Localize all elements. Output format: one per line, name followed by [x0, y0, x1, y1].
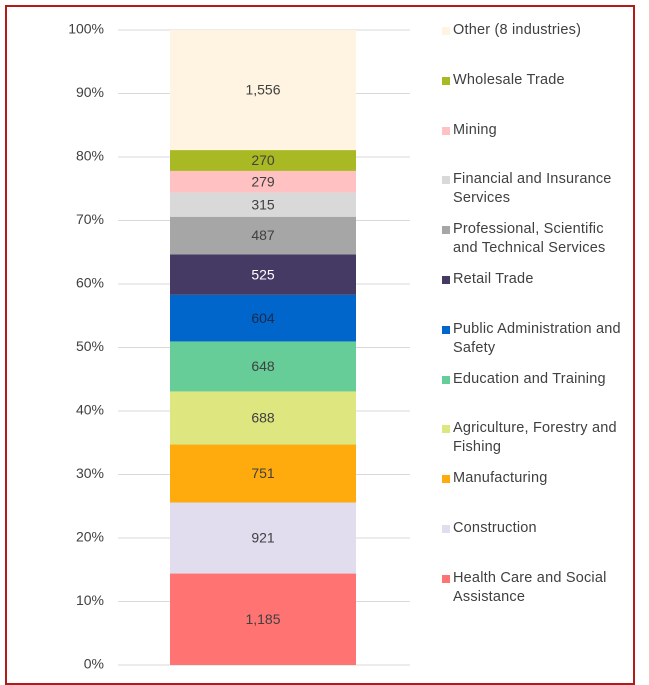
bar-segment — [170, 294, 356, 342]
legend-label: Other (8 industries) — [453, 22, 582, 38]
legend-swatch — [442, 325, 450, 334]
data-label: 921 — [251, 530, 275, 546]
bar-segment — [170, 192, 356, 217]
y-tick-label: 20% — [76, 529, 104, 545]
bar-segment — [170, 573, 356, 665]
legend-label: Professional, Scientific and Technical S… — [453, 221, 606, 257]
bar-segment — [170, 391, 356, 445]
data-label: 648 — [251, 358, 275, 374]
legend-swatch — [442, 475, 450, 484]
y-tick-label: 10% — [76, 592, 104, 608]
data-label: 315 — [251, 196, 275, 212]
data-label: 1,185 — [245, 611, 280, 627]
legend-swatch — [442, 27, 450, 35]
legend-label: Public Administration and Safety — [453, 320, 621, 356]
legend-swatch — [442, 525, 450, 533]
data-label: 279 — [251, 173, 275, 189]
bar-segment — [170, 444, 356, 503]
y-tick-label: 90% — [76, 84, 104, 100]
bar-segment — [170, 254, 356, 295]
legend-swatch — [442, 375, 450, 384]
legend-label: Wholesale Trade — [453, 71, 565, 88]
data-label: 487 — [251, 227, 275, 243]
legend-swatch — [442, 76, 450, 85]
y-tick-label: 70% — [76, 211, 104, 227]
data-label: 525 — [251, 266, 275, 282]
legend-label: Education and Training — [453, 370, 606, 387]
data-label: 604 — [251, 310, 275, 326]
legend-swatch — [442, 176, 450, 185]
legend-label: Mining — [453, 121, 497, 138]
data-label: 751 — [251, 465, 275, 481]
bar-segment — [170, 170, 356, 193]
bar-segment — [170, 216, 356, 255]
data-label: 1,556 — [245, 82, 280, 98]
bar-segment — [170, 341, 356, 392]
y-tick-label: 30% — [76, 465, 104, 481]
y-tick-label: 40% — [76, 402, 104, 418]
y-tick-label: 0% — [84, 656, 104, 672]
data-label: 688 — [251, 410, 275, 426]
y-tick-label: 100% — [68, 21, 104, 37]
legend-label: Construction — [453, 520, 537, 536]
y-tick-label: 80% — [76, 148, 104, 164]
legend-label: Manufacturing — [453, 470, 548, 487]
y-tick-label: 60% — [76, 275, 104, 291]
bar-segment — [170, 502, 356, 574]
bar-segment — [170, 30, 356, 151]
legend-swatch — [442, 226, 450, 235]
legend-label: Health Care and Social Assistance — [453, 569, 607, 605]
legend-label: Financial and Insurance Services — [453, 171, 612, 207]
legend-swatch — [442, 574, 450, 583]
data-label: 270 — [251, 152, 275, 168]
y-tick-label: 50% — [76, 338, 104, 354]
legend-swatch — [442, 425, 450, 434]
bar-segment — [170, 150, 356, 171]
legend-swatch — [442, 276, 450, 284]
legend-label: Retail Trade — [453, 271, 534, 287]
legend-label: Agriculture, Forestry and Fishing — [453, 420, 617, 456]
legend-swatch — [442, 126, 450, 135]
